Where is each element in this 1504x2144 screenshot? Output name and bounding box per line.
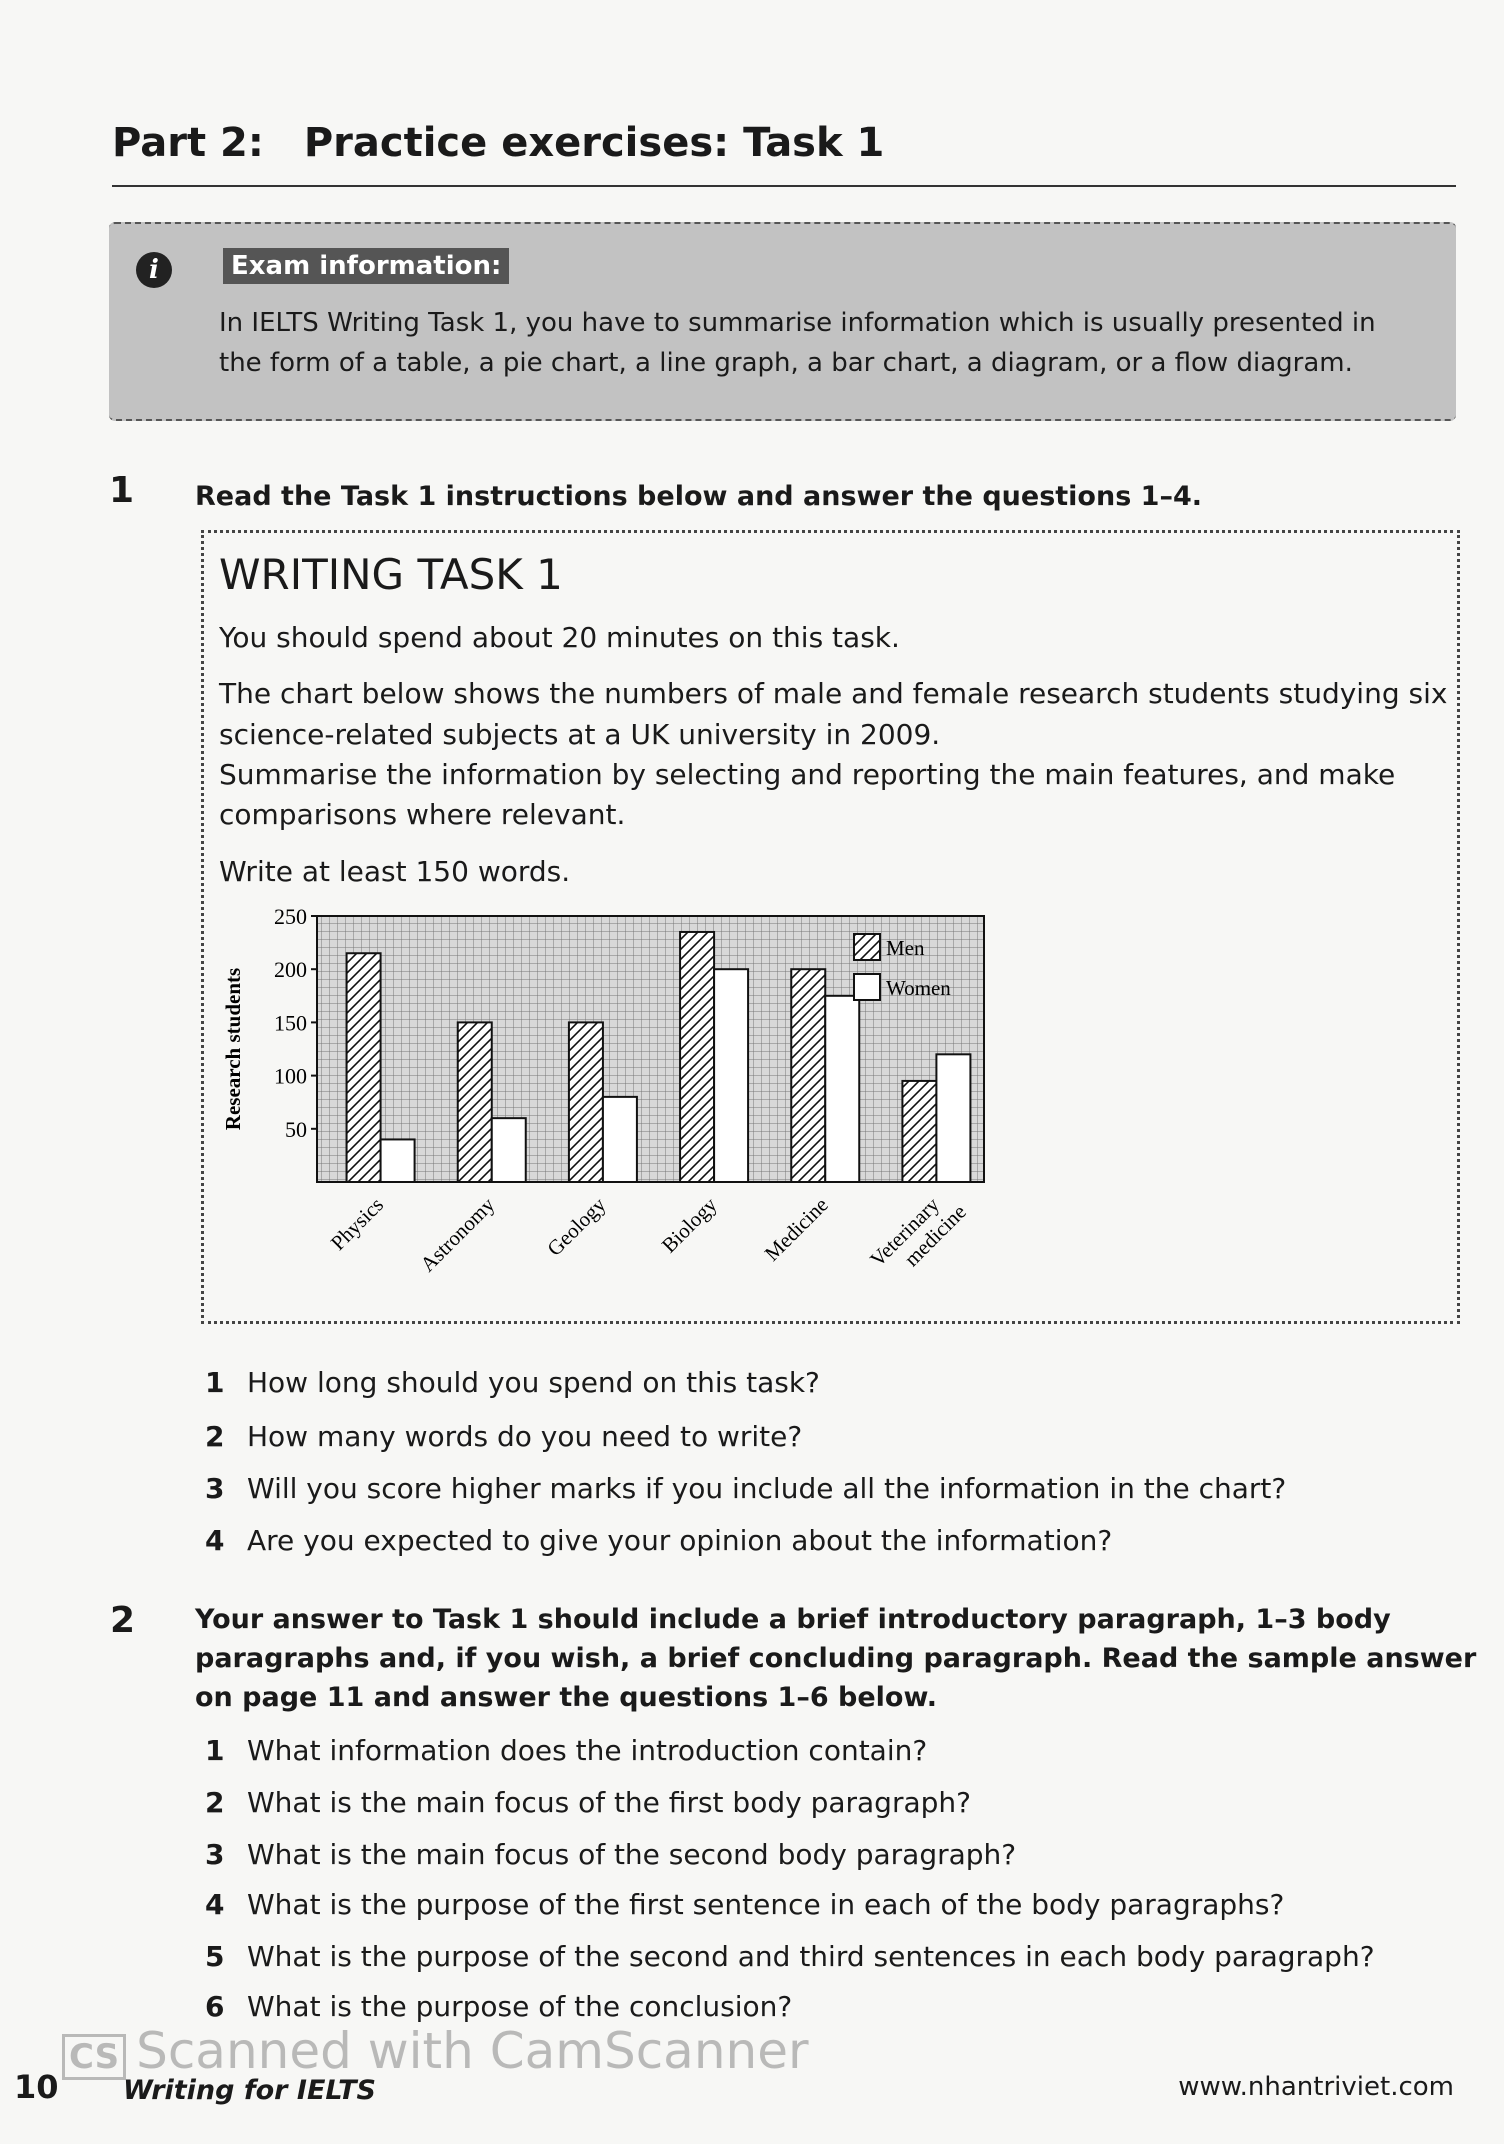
question: 2 How many words do you need to write? <box>205 1420 802 1453</box>
question-text: What is the purpose of the second and th… <box>247 1940 1375 1973</box>
y-tick-label: 50 <box>285 1117 307 1142</box>
question: 1 What information does the introduction … <box>205 1734 927 1767</box>
bar-men <box>901 1079 938 1183</box>
question-text: How many words do you need to write? <box>247 1420 803 1453</box>
section-title: Practice exercises: Task 1 <box>303 120 885 166</box>
question: 6 What is the purpose of the conclusion? <box>205 1990 792 2023</box>
question-number: 6 <box>205 1990 225 2023</box>
question-text: What is the purpose of the first sentenc… <box>247 1888 1285 1921</box>
task-line: Write at least 150 words. <box>219 855 571 888</box>
bar-women <box>713 968 750 1183</box>
question-number: 5 <box>205 1940 225 1973</box>
question: 1 How long should you spend on this task? <box>205 1366 820 1399</box>
exam-info-text: In IELTS Writing Task 1, you have to sum… <box>219 308 1376 338</box>
x-tick-label: Astronomy <box>415 1192 499 1276</box>
writing-task-box <box>201 530 1460 1324</box>
question-number: 4 <box>205 1888 225 1921</box>
website-link: www.nhantriviet.com <box>1178 2072 1454 2102</box>
legend-label: Men <box>886 936 925 960</box>
question-text: What is the main focus of the second bod… <box>247 1838 1017 1871</box>
page-title: Part 2: Practice exercises: Task 1 <box>112 120 924 166</box>
bar-women <box>490 1117 527 1184</box>
instruction-line: paragraphs and, if you wish, a brief con… <box>195 1643 1477 1674</box>
question-text: What is the main focus of the first body… <box>247 1786 971 1819</box>
watermark-text: Scanned with CamScanner <box>136 2022 809 2080</box>
task-line: The chart below shows the numbers of mal… <box>219 677 1448 710</box>
bar-men <box>456 1021 493 1184</box>
bar-men <box>679 930 716 1183</box>
question-text: Are you expected to give your opinion ab… <box>247 1524 1113 1557</box>
y-tick-label: 200 <box>274 957 307 982</box>
bar-men <box>345 952 382 1183</box>
legend-swatch <box>853 973 881 1001</box>
question-number: 1 <box>205 1366 225 1399</box>
bar-chart: 50 100 150 200 250 Research students Physics As… <box>221 904 985 1289</box>
question-number: 3 <box>205 1472 225 1505</box>
camscanner-logo: CS <box>62 2034 127 2080</box>
y-tick-label: 100 <box>274 1064 307 1089</box>
question: 3 What is the main focus of the second bo… <box>205 1838 1016 1871</box>
bar-men <box>790 968 827 1183</box>
y-tick-label: 150 <box>274 1010 307 1035</box>
legend-swatch <box>853 933 881 961</box>
task-line: You should spend about 20 minutes on thi… <box>219 621 900 654</box>
question-text: How long should you spend on this task? <box>247 1366 820 1399</box>
question-number: 4 <box>205 1524 225 1557</box>
question-text: What is the purpose of the conclusion? <box>247 1990 793 2023</box>
question: 5 What is the purpose of the second and t… <box>205 1940 1375 1973</box>
task-heading: WRITING TASK 1 <box>219 550 563 599</box>
question-number: 2 <box>205 1786 225 1819</box>
title-rule <box>112 185 1456 187</box>
bar-women <box>935 1053 972 1184</box>
instruction-line: on page 11 and answer the questions 1–6 … <box>195 1682 937 1713</box>
question: 4 Are you expected to give your opinion a… <box>205 1524 1112 1557</box>
task-line: comparisons where relevant. <box>219 798 626 831</box>
exam-info-label: Exam information: <box>223 248 510 284</box>
question-number: 1 <box>205 1734 225 1767</box>
x-tick-label: Geology <box>542 1192 610 1260</box>
bar-women <box>379 1138 416 1184</box>
legend-label: Women <box>886 976 951 1000</box>
exercise-number: 2 <box>110 1600 136 1641</box>
y-axis-label: Research students <box>221 968 245 1130</box>
bar-men <box>567 1021 604 1184</box>
x-tick-label: Physics <box>326 1193 388 1255</box>
question: 3 Will you score higher marks if you incl… <box>205 1472 1286 1505</box>
page-number: 10 <box>14 2068 59 2106</box>
question: 4 What is the purpose of the first senten… <box>205 1888 1284 1921</box>
info-icon: i <box>136 252 172 288</box>
question-number: 2 <box>205 1420 225 1453</box>
exercise-instruction: Your answer to Task 1 should include a b… <box>195 1600 1476 1717</box>
bar-women <box>601 1095 638 1184</box>
bar-women <box>824 994 861 1183</box>
y-tick-label: 250 <box>274 904 307 929</box>
task-line: Summarise the information by selecting a… <box>219 758 1396 791</box>
x-tick-label: Veterinarymedicine <box>865 1183 971 1289</box>
part-label: Part 2: <box>112 120 264 166</box>
question-text: What information does the introduction c… <box>247 1734 928 1767</box>
x-tick-label: Medicine <box>760 1193 833 1266</box>
book-title: Writing for IELTS <box>123 2075 376 2106</box>
x-tick-label: Biology <box>657 1192 722 1257</box>
exercise-number: 1 <box>109 470 135 511</box>
exercise-instruction: Read the Task 1 instructions below and a… <box>195 481 1203 512</box>
task-line: science-related subjects at a UK univers… <box>219 718 941 751</box>
camscanner-watermark: CS Scanned with CamScanner <box>62 2022 809 2080</box>
plot-area <box>316 915 985 1183</box>
question: 2 What is the main focus of the first bod… <box>205 1786 971 1819</box>
exam-info-text: the form of a table, a pie chart, a line… <box>219 348 1353 378</box>
question-text: Will you score higher marks if you inclu… <box>247 1472 1287 1505</box>
question-number: 3 <box>205 1838 225 1871</box>
instruction-line: Your answer to Task 1 should include a b… <box>195 1604 1391 1635</box>
